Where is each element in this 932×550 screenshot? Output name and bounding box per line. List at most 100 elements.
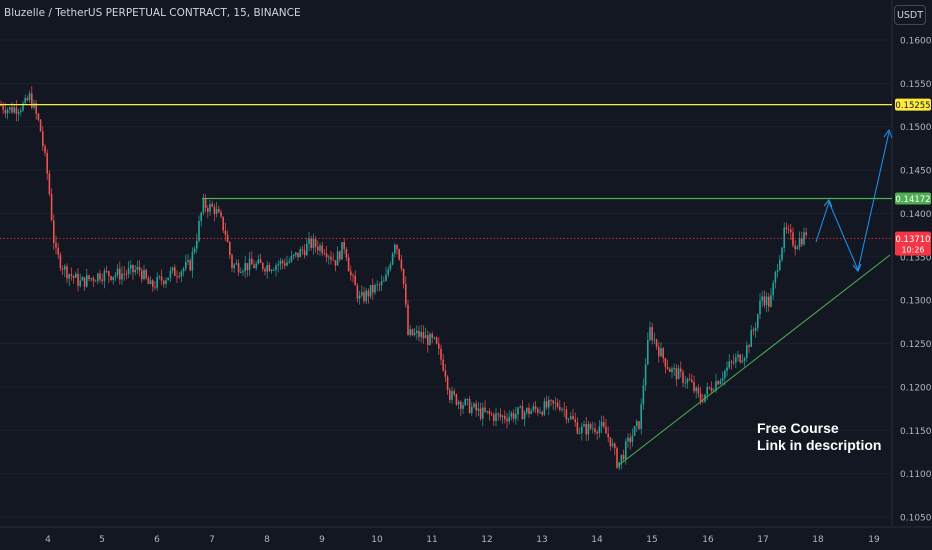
candle-body (526, 407, 528, 413)
candle-body (33, 103, 35, 108)
candle-body (765, 296, 768, 306)
candle-body (688, 379, 691, 381)
candle-body (416, 330, 418, 333)
projection-arrow-down (852, 263, 862, 272)
candle-body (680, 368, 682, 372)
candle-body (427, 335, 429, 345)
candle-body (515, 414, 517, 419)
candle-body (776, 270, 779, 272)
candle-body (235, 263, 238, 265)
price-tag-green-text: 0.14172 (895, 195, 930, 205)
candle-body (277, 264, 279, 266)
candle-body (66, 266, 68, 279)
trendline[interactable] (618, 254, 891, 466)
candle-body (121, 273, 123, 280)
candle-body (303, 250, 306, 256)
time-tick-label: 15 (646, 535, 657, 545)
candle-body (378, 284, 381, 286)
candle-body (310, 238, 312, 248)
text-annotation: Free Course Link in description (757, 420, 881, 454)
projection-path[interactable] (815, 131, 890, 272)
candle-body (321, 245, 323, 254)
candle-body (116, 268, 119, 276)
candle-body (255, 263, 257, 269)
candle-body (196, 240, 198, 249)
candle-body (114, 275, 117, 277)
candle-body (165, 280, 167, 284)
candle-body (189, 260, 191, 271)
candle-body (638, 421, 640, 429)
candle-body (385, 274, 387, 281)
time-tick-label: 14 (591, 535, 603, 545)
candle-body (488, 410, 491, 414)
candle-body (350, 271, 352, 276)
candle-body (570, 416, 572, 419)
candle-body (715, 381, 717, 391)
candle-body (358, 295, 361, 299)
candle-body (477, 408, 480, 411)
candle-body (308, 238, 310, 244)
candle-body (191, 251, 194, 271)
time-tick-label: 19 (868, 535, 880, 545)
candle-body (222, 216, 224, 231)
candle-body (319, 245, 321, 251)
price-tag-yellow-text: 0.15255 (895, 101, 930, 111)
candle-body (783, 227, 785, 248)
candle-body (372, 284, 374, 293)
candle-body (132, 265, 134, 273)
candle-body (785, 227, 788, 230)
candle-body (123, 273, 125, 275)
currency-button[interactable]: USDT (894, 5, 926, 25)
candle-body (757, 314, 759, 328)
candle-body (31, 93, 33, 108)
candle-body (127, 268, 130, 274)
candle-body (651, 327, 653, 341)
candle-body (72, 275, 75, 278)
drawings (0, 104, 893, 466)
candle-body (622, 454, 625, 460)
candle-body (11, 107, 13, 113)
candle-body (629, 437, 631, 443)
candle-body (510, 413, 513, 417)
candle-body (97, 273, 99, 282)
candle-body (409, 329, 411, 335)
candle-body (37, 113, 40, 120)
candle-body (429, 333, 431, 345)
grid (0, 0, 932, 528)
candle-body (473, 403, 475, 408)
candle-body (202, 198, 205, 213)
candle-body (213, 206, 216, 214)
candle-body (101, 279, 103, 281)
candle-body (281, 260, 284, 264)
candle-body (389, 264, 392, 270)
candle-body (394, 244, 396, 254)
candle-body (290, 256, 293, 262)
candle-body (658, 346, 660, 357)
candle-body (365, 290, 367, 302)
candle-body (136, 266, 139, 271)
candle-body (649, 327, 651, 340)
candle-body (746, 345, 748, 358)
candle-body (644, 364, 647, 386)
candle-body (512, 413, 515, 419)
candle-body (675, 367, 678, 380)
candle-body (28, 93, 31, 101)
candle-body (156, 276, 158, 288)
candle-body (702, 401, 704, 402)
candle-body (666, 367, 669, 369)
candle-body (332, 259, 334, 261)
candle-body (26, 97, 29, 101)
countdown-text: 10:26 (901, 246, 924, 255)
candle-body (697, 387, 700, 394)
candle-body (455, 394, 458, 405)
candle-body (567, 418, 570, 420)
candle-body (451, 391, 453, 400)
candle-body (578, 433, 581, 434)
candle-body (328, 256, 330, 258)
candle-body (620, 454, 623, 463)
